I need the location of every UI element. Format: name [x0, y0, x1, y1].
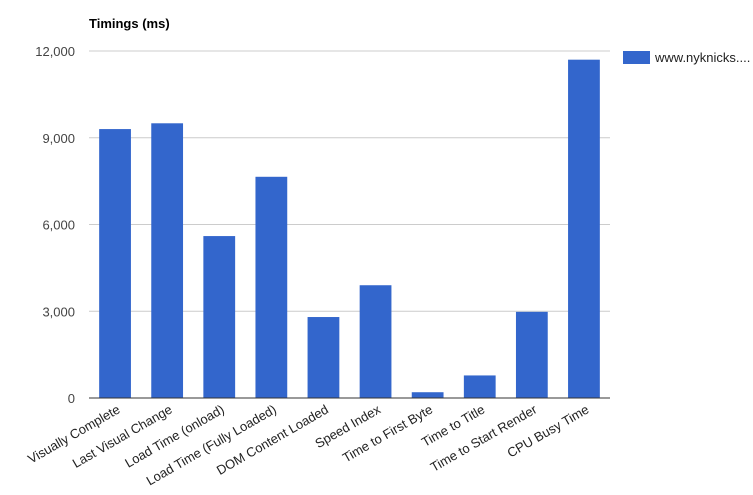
- bar[interactable]: [203, 236, 236, 398]
- bars: [99, 59, 600, 399]
- bar[interactable]: [359, 285, 392, 398]
- bar[interactable]: [307, 317, 340, 398]
- legend[interactable]: www.nyknicks....: [623, 50, 750, 65]
- y-tick-label: 12,000: [35, 44, 75, 59]
- bar[interactable]: [515, 311, 548, 398]
- bar[interactable]: [568, 59, 600, 399]
- legend-swatch: [623, 51, 650, 64]
- y-tick-label: 6,000: [42, 218, 75, 233]
- bar[interactable]: [151, 123, 184, 398]
- y-tick-label: 0: [68, 391, 75, 406]
- bar[interactable]: [255, 176, 288, 398]
- y-tick-label: 9,000: [42, 131, 75, 146]
- x-category-label: Time to First Byte: [340, 402, 435, 466]
- chart-title: Timings (ms): [89, 16, 170, 31]
- legend-label: www.nyknicks....: [654, 50, 750, 65]
- bar[interactable]: [411, 392, 444, 398]
- y-tick-label: 3,000: [42, 304, 75, 319]
- bar[interactable]: [463, 375, 496, 398]
- y-axis-tick-labels: 0 3,000 6,000 9,000 12,000: [35, 44, 75, 406]
- bar[interactable]: [99, 129, 131, 398]
